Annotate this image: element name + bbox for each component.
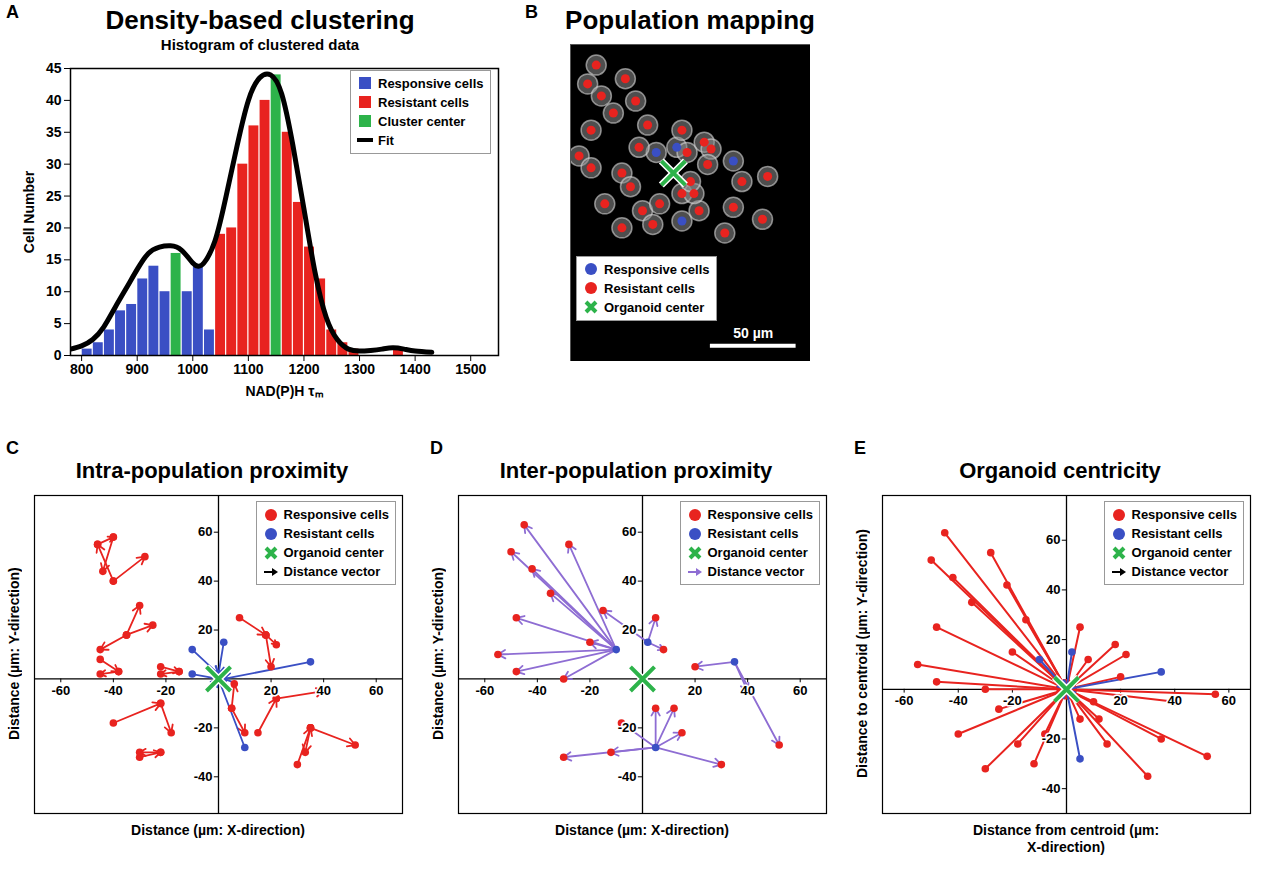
html-text:Distance vector: Distance vector [707, 564, 805, 580]
svg-text:20: 20 [688, 683, 702, 698]
html-text:Distance vector: Distance vector [1131, 564, 1229, 580]
svg-text:1000: 1000 [177, 361, 208, 377]
html-text:Responsive cells: Responsive cells [378, 75, 484, 91]
html-text:Resistant cells: Resistant cells [1131, 526, 1223, 542]
svg-text:Cell Number: Cell Number [21, 170, 37, 253]
svg-text:60: 60 [622, 525, 636, 540]
html-text:Resistant cells: Resistant cells [604, 280, 695, 296]
svg-text:1100: 1100 [233, 361, 264, 377]
svg-text:-60: -60 [475, 683, 494, 698]
html-text:B: B [525, 2, 538, 22]
html-text:Distance (µm: X-direction): Distance (µm: X-direction) [555, 822, 729, 839]
svg-text:-20: -20 [581, 683, 600, 698]
svg-text:40: 40 [740, 683, 754, 698]
svg-text:-20: -20 [1003, 694, 1022, 709]
svg-text:-20: -20 [618, 720, 637, 735]
svg-text:40: 40 [1046, 582, 1060, 597]
html-text:Distance from centroid (µm: X-: Distance from centroid (µm: X-direction) [972, 822, 1160, 856]
svg-text:60: 60 [1222, 694, 1236, 709]
html-text:Distance (µm: Y-direction): Distance (µm: Y-direction) [6, 567, 22, 741]
html-text:Histogram of clustered data: Histogram of clustered data [160, 35, 360, 53]
svg-text:20: 20 [45, 219, 61, 235]
html-text:Organoid center: Organoid center [707, 545, 808, 561]
svg-text:-20: -20 [194, 720, 213, 735]
html-text:Cluster center: Cluster center [378, 113, 466, 129]
svg-text:40: 40 [316, 683, 330, 698]
svg-text:1400: 1400 [399, 361, 430, 377]
svg-text:25: 25 [45, 187, 61, 203]
html-text:Responsive cells: Responsive cells [283, 507, 389, 523]
svg-text:-40: -40 [618, 769, 637, 784]
svg-text:40: 40 [622, 574, 636, 589]
html-text:A: A [6, 2, 19, 22]
svg-text:NAD(P)H τₘ: NAD(P)H τₘ [245, 382, 323, 398]
svg-text:20: 20 [622, 622, 636, 637]
html-text:Resistant cells: Resistant cells [707, 526, 799, 542]
svg-text:45: 45 [45, 60, 61, 76]
svg-text:20: 20 [198, 622, 212, 637]
html-text:Organoid center: Organoid center [604, 299, 705, 315]
html-text:Organoid center: Organoid center [283, 545, 384, 561]
svg-text:40: 40 [1168, 694, 1182, 709]
svg-text:0: 0 [53, 347, 61, 363]
svg-text:40: 40 [198, 574, 212, 589]
html-text:Responsive cells: Responsive cells [707, 507, 813, 523]
svg-text:-20: -20 [157, 683, 176, 698]
svg-text:15: 15 [45, 251, 61, 267]
html-text:Responsive cells: Responsive cells [1131, 507, 1237, 523]
html-text:Inter-population proximity: Inter-population proximity [499, 458, 773, 483]
svg-text:20: 20 [1113, 694, 1127, 709]
svg-text:20: 20 [1046, 632, 1060, 647]
svg-text:30: 30 [45, 156, 61, 172]
svg-text:40: 40 [45, 92, 61, 108]
svg-text:50 µm: 50 µm [733, 325, 773, 341]
html-text:E: E [854, 438, 866, 458]
svg-text:60: 60 [369, 683, 383, 698]
html-text:Distance (µm: Y-direction): Distance (µm: Y-direction) [430, 567, 446, 741]
svg-text:-60: -60 [51, 683, 70, 698]
svg-text:-20: -20 [1042, 731, 1061, 746]
html-text:Responsive cells: Responsive cells [604, 261, 710, 277]
svg-text:900: 900 [125, 361, 149, 377]
html-text:Resistant cells: Resistant cells [378, 94, 469, 110]
svg-text:1200: 1200 [288, 361, 319, 377]
svg-text:-60: -60 [895, 694, 914, 709]
html-text:Fit: Fit [378, 132, 394, 148]
svg-text:60: 60 [1046, 533, 1060, 548]
html-text:Distance (µm: X-direction): Distance (µm: X-direction) [131, 822, 305, 839]
html-text:Organoid centricity: Organoid centricity [959, 458, 1161, 483]
svg-text:20: 20 [264, 683, 278, 698]
svg-text:-40: -40 [194, 769, 213, 784]
svg-text:800: 800 [69, 361, 93, 377]
html-text:Resistant cells: Resistant cells [283, 526, 375, 542]
svg-text:-40: -40 [528, 683, 547, 698]
svg-text:-40: -40 [949, 694, 968, 709]
html-text:D: D [430, 438, 443, 458]
html-text:Density-based clustering: Density-based clustering [105, 5, 415, 35]
html-text:Distance vector: Distance vector [283, 564, 381, 580]
svg-text:10: 10 [45, 283, 61, 299]
svg-text:1300: 1300 [343, 361, 374, 377]
html-text:C: C [6, 438, 19, 458]
svg-text:-40: -40 [1042, 781, 1061, 796]
svg-text:60: 60 [198, 525, 212, 540]
svg-text:1500: 1500 [455, 361, 486, 377]
svg-text:60: 60 [793, 683, 807, 698]
html-text:Population mapping: Population mapping [565, 5, 815, 35]
svg-text:35: 35 [45, 124, 61, 140]
svg-text:-40: -40 [104, 683, 123, 698]
svg-text:5: 5 [53, 315, 61, 331]
html-text:Distance to centroid (µm: Y-di: Distance to centroid (µm: Y-direction) [854, 529, 870, 779]
html-text:Organoid center: Organoid center [1131, 545, 1232, 561]
html-text:Intra-population proximity: Intra-population proximity [75, 458, 349, 483]
